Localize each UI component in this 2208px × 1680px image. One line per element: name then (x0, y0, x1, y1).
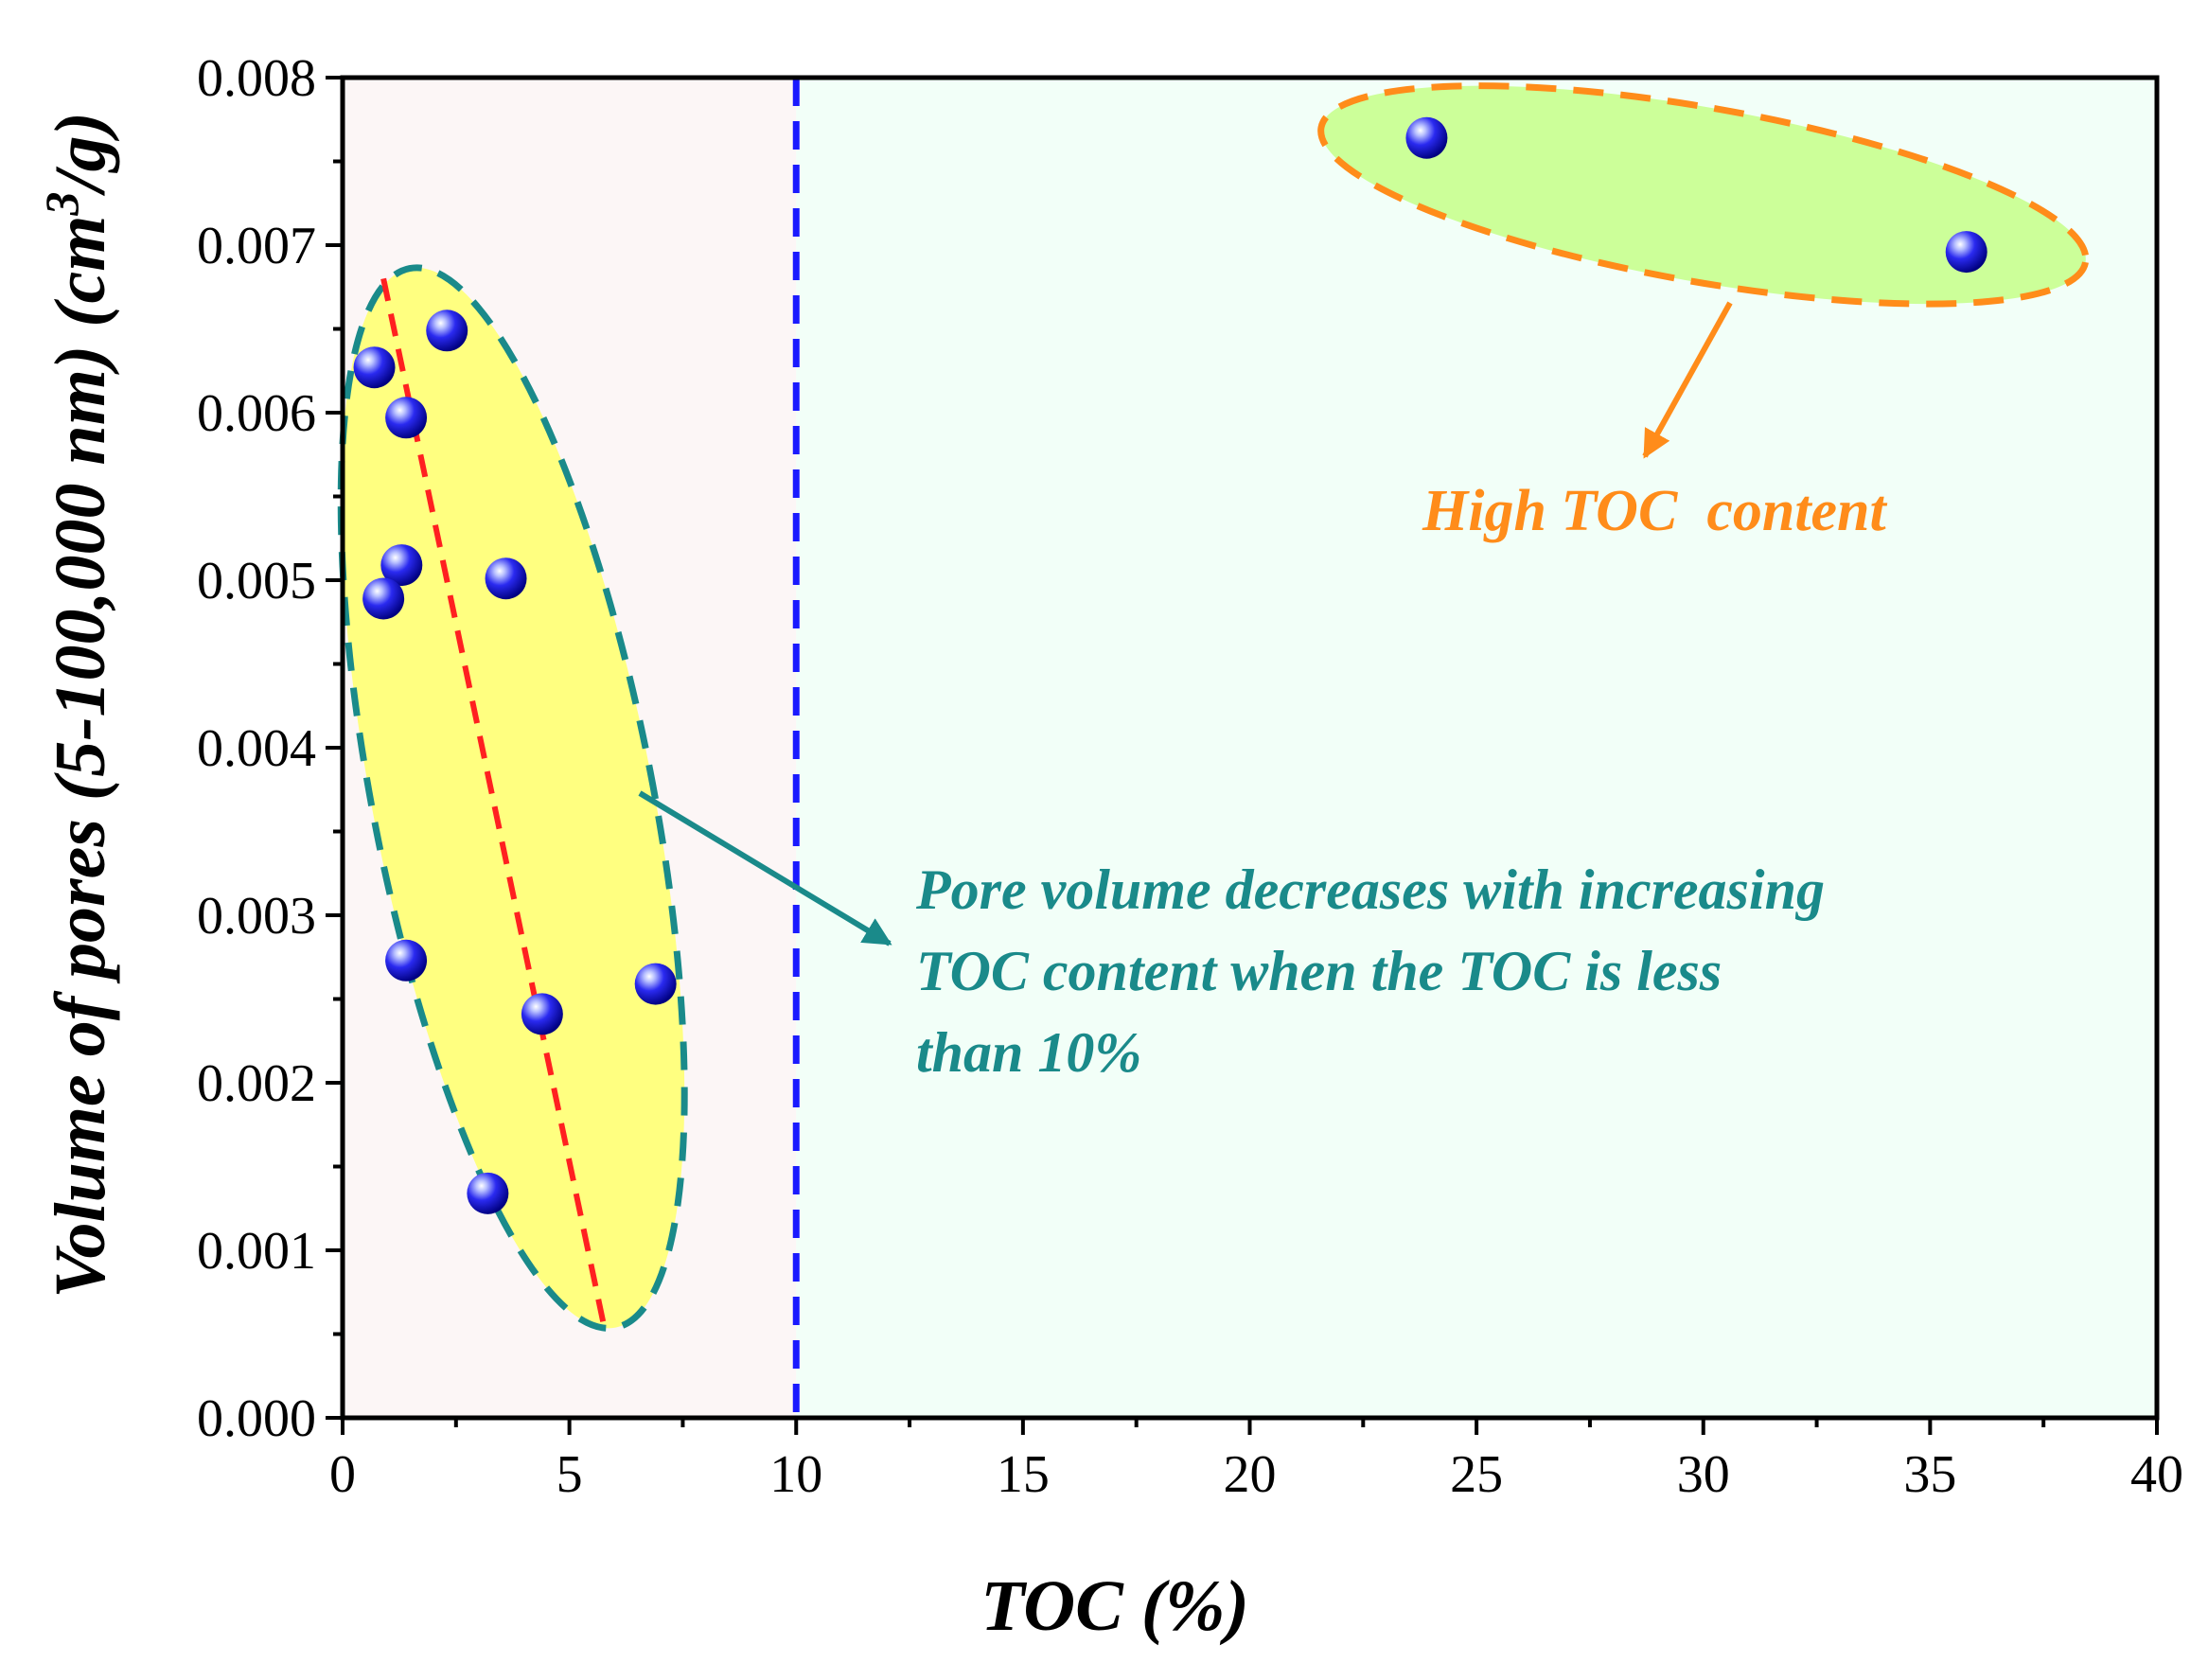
data-point-marker (362, 577, 405, 620)
data-point-marker (467, 1172, 509, 1214)
data-point-series2-2 (1945, 231, 1987, 274)
low-toc-highlight-ellipse (337, 264, 688, 1332)
data-point-series1-10 (467, 1172, 509, 1214)
low-toc-annotation-arrow (638, 790, 892, 946)
data-point-series1-3 (426, 309, 468, 352)
x-tick-label: 20 (1224, 1445, 1277, 1504)
high-toc-highlight-ellipse (1317, 82, 2090, 308)
x-tick-label: 10 (769, 1445, 822, 1504)
low-toc-annotation: Pore volume decreases with increasing TOC… (915, 858, 1825, 1084)
data-point-series1-2 (385, 397, 428, 439)
y-axis-title-suffix: /g) (41, 112, 120, 196)
y-tick-label: 0.007 (197, 217, 316, 275)
y-tick-label: 0.005 (197, 552, 316, 610)
x-tick-label: 35 (1903, 1445, 1956, 1504)
data-point-marker (385, 939, 428, 981)
data-point-series1-1 (353, 346, 396, 389)
data-point-marker (353, 346, 396, 389)
data-point-marker (521, 993, 563, 1035)
y-tick-label: 0.003 (197, 887, 316, 946)
y-axis-title-superscript: 3 (35, 192, 88, 217)
data-point-marker (380, 544, 423, 587)
high-toc-annotation: High TOC content (1422, 479, 1888, 543)
x-tick-label: 25 (1450, 1445, 1503, 1504)
data-point-marker (485, 557, 527, 600)
y-tick-label: 0.002 (197, 1054, 316, 1113)
x-tick-label: 0 (329, 1445, 356, 1504)
data-point-series1-5 (362, 577, 405, 620)
x-tick-label: 40 (2130, 1445, 2183, 1504)
x-tick-label: 30 (1677, 1445, 1730, 1504)
y-tick-label: 0.008 (197, 49, 316, 108)
x-tick-label: 5 (556, 1445, 583, 1504)
low-toc-annotation-line: Pore volume decreases with increasing (915, 858, 1825, 921)
data-point-series2-1 (1405, 116, 1448, 159)
data-point-series1-8 (521, 993, 563, 1035)
y-tick-label: 0.000 (197, 1389, 316, 1448)
low-toc-annotation-line: TOC content when the TOC is less (916, 940, 1722, 1002)
high-toc-annotation-arrow (1642, 301, 1733, 459)
data-point-marker (1405, 116, 1448, 159)
data-point-marker (385, 397, 428, 439)
y-tick-label: 0.001 (197, 1222, 316, 1281)
data-point-series1-7 (385, 939, 428, 981)
y-tick-label: 0.006 (197, 384, 316, 443)
low-toc-annotation-line: than 10% (916, 1021, 1141, 1084)
x-axis-title: TOC (%) (980, 1566, 1249, 1646)
data-point-series1-4 (380, 544, 423, 587)
data-point-marker (1945, 231, 1987, 274)
data-point-series1-6 (485, 557, 527, 600)
data-point-marker (426, 309, 468, 352)
data-point-marker (634, 963, 677, 1005)
data-point-series1-9 (634, 963, 677, 1005)
y-tick-label: 0.004 (197, 719, 316, 778)
x-tick-label: 15 (997, 1445, 1050, 1504)
y-axis-title: Volume of pores (5-100,000 nm) (cm3/g) (35, 112, 120, 1299)
y-axis-title-prefix: Volume of pores (5-100,000 nm) (cm (41, 216, 120, 1299)
